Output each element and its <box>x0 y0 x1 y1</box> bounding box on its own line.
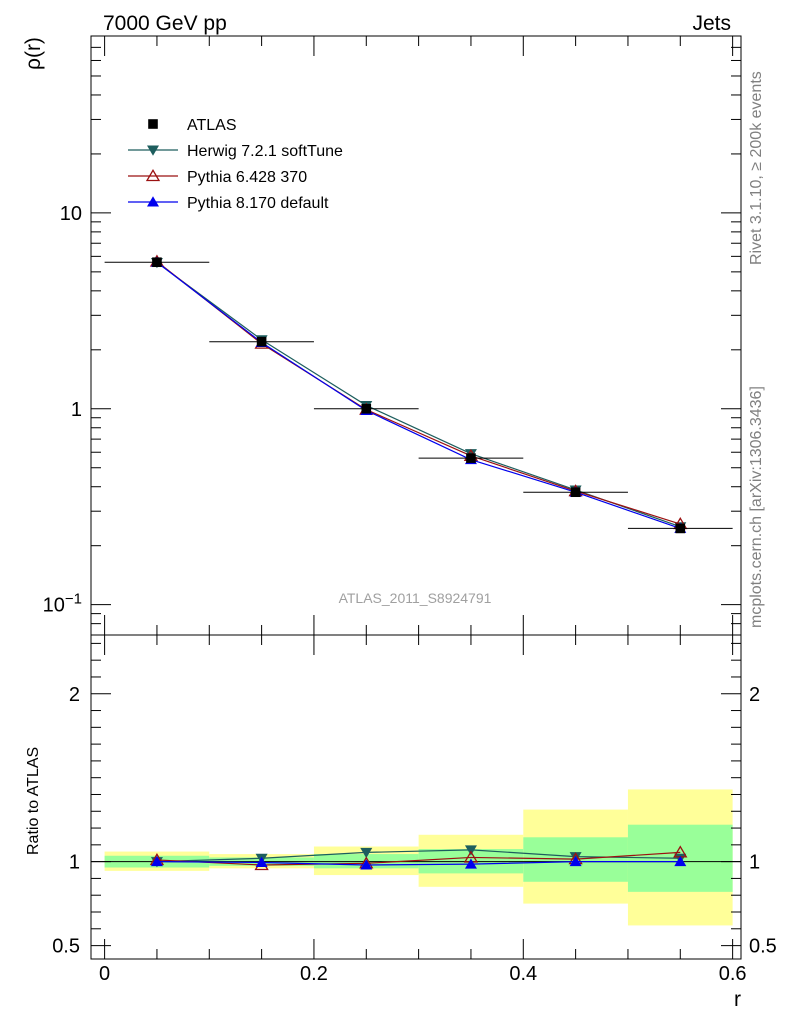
data-point-triangle-up <box>674 855 687 867</box>
ratio-series-line <box>156 849 681 863</box>
main-y-axis-label: ρ(r) <box>22 37 45 70</box>
ratio-y-tick-label-right: 0.5 <box>749 936 777 958</box>
main-plot-panel: ATLAS_2011_S8924791 ρ(r) 10−1 1 10 ATLAS He… <box>22 35 742 636</box>
data-point-triangle-open <box>145 169 161 182</box>
data-point-square <box>152 257 162 268</box>
ratio-plot-frame <box>90 634 742 960</box>
series-line <box>156 261 681 529</box>
rivet-label: Rivet 3.1.10, ≥ 200k events <box>748 71 765 265</box>
series-atlas <box>104 257 733 534</box>
legend: ATLAS Herwig 7.2.1 softTune Pythia 6.428 3… <box>128 117 343 212</box>
legend-label: Pythia 8.170 default <box>187 195 329 212</box>
series-herwig-7-2-1-softtune <box>150 258 687 533</box>
x-tick-label: 0.2 <box>300 963 328 985</box>
ratio-y-axis-label: Ratio to ATLAS <box>25 747 42 855</box>
main-y-tick-label: 10 <box>60 203 82 225</box>
data-point-triangle-up <box>569 855 582 867</box>
mcplots-label: mcplots.cern.ch [arXiv:1306.3436] <box>748 386 765 628</box>
legend-item: Herwig 7.2.1 softTune <box>128 143 343 160</box>
ratio-series-pythia-8-170-default <box>150 855 687 870</box>
ratio-series-group <box>149 845 688 871</box>
ratio-y-tick-label: 2 <box>69 684 80 706</box>
ratio-y-tick-label-right: 2 <box>749 684 760 706</box>
ratio-y-tick-label: 1 <box>69 852 80 874</box>
data-point-square <box>361 403 372 414</box>
data-point-square <box>148 119 158 129</box>
data-point-triangle-up <box>464 858 477 869</box>
main-y-tick-label: 1 <box>71 399 82 421</box>
legend-item: Pythia 8.170 default <box>128 195 329 212</box>
legend-label: Herwig 7.2.1 softTune <box>187 143 343 160</box>
legend-label: Pythia 6.428 370 <box>187 169 307 186</box>
x-tick-label: 0.4 <box>509 963 537 985</box>
series-pythia-8-170-default <box>150 256 687 533</box>
data-point-triangle-up <box>360 859 373 870</box>
data-point-triangle-up <box>147 196 159 207</box>
legend-item: Pythia 6.428 370 <box>128 169 307 186</box>
ratio-series-line <box>156 861 681 866</box>
data-point-square <box>466 453 476 463</box>
data-point-square <box>256 336 267 347</box>
ratio-y-tick-label: 0.5 <box>52 936 80 958</box>
main-axis-ticks <box>91 35 741 636</box>
data-point-triangle-up <box>255 856 268 867</box>
series-line <box>156 262 681 528</box>
series-pythia-6-428-370 <box>149 254 688 530</box>
legend-item: ATLAS <box>148 117 237 134</box>
main-y-tick-label: 10−1 <box>43 591 82 617</box>
data-point-triangle-up <box>150 855 163 867</box>
ratio-series-line <box>156 851 681 866</box>
data-point-triangle-down <box>147 145 159 156</box>
ratio-plot-panel: 0.5 0.5 1 1 2 2 0 0.2 0.4 0.6 Ratio to ATLAS r <box>25 634 777 1011</box>
x-tick-label: 0.6 <box>719 963 747 985</box>
data-point-square <box>570 487 581 498</box>
x-tick-labels: 0 0.2 0.4 0.6 <box>99 963 746 985</box>
x-tick-label: 0 <box>99 963 110 985</box>
main-y-tick-labels: 10−1 1 10 <box>43 203 82 617</box>
ratio-y-tick-label-right: 1 <box>749 852 760 874</box>
main-series-group <box>104 254 733 534</box>
energy-label: 7000 GeV pp <box>103 12 227 35</box>
analysis-watermark: ATLAS_2011_S8924791 <box>339 590 492 606</box>
series-line <box>156 260 681 525</box>
data-point-triangle-down <box>360 847 373 859</box>
ratio-y-tick-labels: 0.5 0.5 1 1 2 2 <box>52 684 777 958</box>
x-axis-label: r <box>734 988 741 1011</box>
legend-label: ATLAS <box>187 117 237 134</box>
process-label: Jets <box>692 12 731 35</box>
ratio-axis-ticks <box>91 635 741 959</box>
data-point-square <box>675 523 686 534</box>
